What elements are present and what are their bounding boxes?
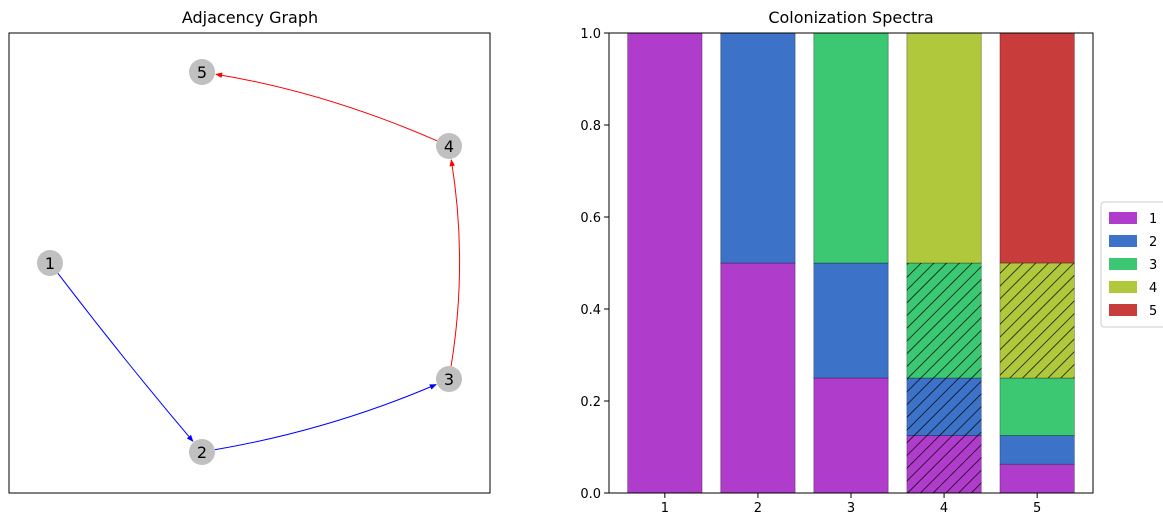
bar-hatch-5-4 [1000, 263, 1074, 378]
y-tick-label: 0.4 [580, 303, 601, 318]
graph-node-label: 1 [45, 254, 55, 273]
bar-segment-5-2 [1000, 436, 1074, 465]
bar-chart-title: Colonization Spectra [768, 8, 933, 27]
y-tick-label: 0.6 [580, 211, 601, 226]
legend-swatch-1 [1109, 212, 1137, 224]
legend-swatch-2 [1109, 235, 1137, 247]
x-tick-label: 1 [661, 501, 669, 516]
x-axis: 1 2 3 4 5 [661, 493, 1042, 516]
legend-label: 2 [1149, 235, 1157, 250]
graph-edge-2-3 [215, 385, 436, 450]
bar-segment-5-5 [1000, 33, 1074, 263]
bar-segment-2-1 [721, 263, 795, 493]
legend-swatch-5 [1109, 304, 1137, 316]
x-tick-label: 2 [754, 501, 762, 516]
bar-segment-1-1 [628, 33, 702, 493]
bar-segment-3-3 [814, 33, 888, 263]
y-tick-label: 0.2 [580, 395, 601, 410]
graph-node-label: 4 [444, 137, 454, 156]
x-tick-label: 4 [940, 501, 948, 516]
bar-segments [628, 33, 1075, 493]
bar-hatch-4-3 [907, 263, 981, 378]
bar-segment-3-1 [814, 378, 888, 493]
legend-swatch-4 [1109, 281, 1137, 293]
colonization-spectra-panel: Colonization Spectra 0.00.20.40.60.81.0 … [580, 8, 1163, 516]
bar-segment-2-2 [721, 33, 795, 263]
graph-node-label: 2 [197, 443, 207, 462]
graph-edge-1-2 [58, 273, 193, 441]
bar-hatch-4-1 [907, 436, 981, 494]
legend-label: 1 [1149, 212, 1157, 227]
bar-segment-5-3 [1000, 378, 1074, 436]
bar-segment-3-2 [814, 263, 888, 378]
graph-edges [58, 74, 460, 450]
bar-segment-4-4 [907, 33, 981, 263]
y-tick-label: 0.0 [580, 487, 601, 502]
graph-frame [9, 33, 490, 493]
bar-segment-5-1 [1000, 464, 1074, 493]
legend: 1 2 3 4 5 [1101, 202, 1163, 327]
graph-node-label: 3 [444, 370, 454, 389]
bar-hatch-4-2 [907, 378, 981, 436]
y-axis: 0.0 0.2 0.4 0.6 0.8 1.0 [580, 27, 609, 502]
legend-label: 3 [1149, 258, 1157, 273]
y-tick-label: 1.0 [580, 27, 601, 42]
adjacency-graph-panel: Adjacency Graph 1 2 3 4 5 [9, 8, 490, 493]
x-tick-label: 5 [1033, 501, 1041, 516]
legend-label: 5 [1149, 304, 1157, 319]
legend-swatch-3 [1109, 258, 1137, 270]
graph-edge-4-5 [216, 74, 437, 141]
graph-title: Adjacency Graph [182, 8, 318, 27]
legend-label: 4 [1149, 281, 1157, 296]
graph-edge-3-4 [451, 160, 460, 366]
y-tick-label: 0.8 [580, 119, 601, 134]
graph-nodes: 1 2 3 4 5 [37, 59, 462, 465]
x-tick-label: 3 [847, 501, 855, 516]
graph-node-label: 5 [197, 63, 207, 82]
